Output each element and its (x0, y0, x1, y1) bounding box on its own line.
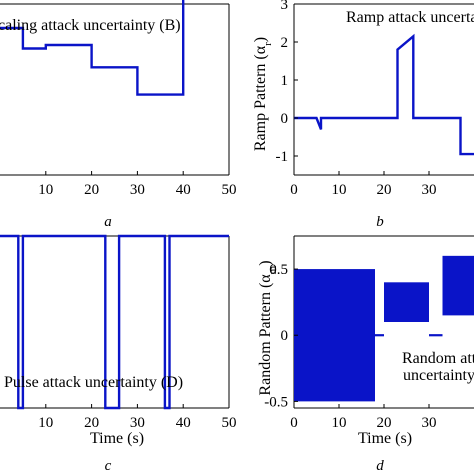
panel-b-ytick-label: -1 (276, 149, 289, 165)
panel-a-annotation: caling attack uncertainty (B) (0, 17, 181, 34)
panel-b-xtick-label: 0 (290, 182, 298, 198)
panel-c-xtick-label: 30 (130, 415, 145, 431)
panel-b-ramp-attack: 0 10 20 30 -1 0 1 2 3 Ramp attack uncertai Ramp … (252, 0, 474, 198)
panel-d-ytick-label: 0 (281, 328, 289, 344)
panel-b-xtick-label: 30 (422, 182, 437, 198)
panel-d-xtick-label: 10 (332, 415, 347, 431)
panel-d-xlabel: Time (s) (358, 430, 412, 447)
panel-b-annotation: Ramp attack uncertai (346, 9, 474, 26)
panel-a-xtick-label: 40 (176, 182, 191, 198)
panel-d-noise-band (384, 282, 429, 322)
panel-c-xtick-label: 20 (84, 415, 99, 431)
panel-a-scaling-attack: 10 20 30 40 50 caling attack uncertainty (B) (0, 0, 237, 198)
panel-a-xtick-label: 20 (84, 182, 99, 198)
panel-c-xlabel: Time (s) (90, 430, 144, 447)
panel-b-xtick-label: 10 (332, 182, 347, 198)
panel-a-xtick-label: 50 (222, 182, 237, 198)
panel-a-trace (0, 0, 185, 96)
panel-b-xtick-label: 20 (377, 182, 392, 198)
panel-d-xtick-label: 0 (290, 415, 298, 431)
panel-d-noise-band (442, 255, 474, 316)
panel-c-pulse-attack: 10 20 30 40 50 Pulse attack uncertainty (D) … (0, 234, 237, 447)
panel-b-trace (294, 33, 474, 156)
panel-c-xtick-label: 40 (176, 415, 191, 431)
panel-b-ytick-label: 1 (281, 73, 289, 89)
panel-d-annotation-line-1: Random atta (402, 350, 474, 367)
panel-a-xtick-label: 10 (38, 182, 53, 198)
panel-b-ytick-label: 2 (281, 35, 289, 51)
panel-d-ytick-label: 0.5 (269, 262, 288, 278)
panel-b-ytick-label: 3 (281, 0, 289, 13)
panel-c-annotation: Pulse attack uncertainty (D) (4, 374, 183, 391)
caption-d: d (376, 458, 384, 474)
caption-b: b (376, 214, 384, 230)
panel-b-ytick-label: 0 (281, 111, 289, 127)
caption-c: c (105, 458, 112, 474)
panel-d-annotation-line-2: uncertainty (403, 367, 474, 384)
panel-d-xtick-label: 20 (377, 415, 392, 431)
panel-d-ytick-label: -0.5 (264, 394, 288, 410)
panel-a-xtick-label: 30 (130, 182, 145, 198)
panel-c-xtick-label: 10 (38, 415, 53, 431)
panel-c-xtick-label: 50 (222, 415, 237, 431)
caption-a: a (104, 214, 112, 230)
panel-d-ylabel: Random Pattern (αm) (257, 260, 279, 395)
panel-d-xtick-label: 30 (422, 415, 437, 431)
panel-d-noise-band (294, 269, 375, 402)
panel-c-trace (0, 234, 229, 410)
panel-b-ylabel: Ramp Pattern (αr) (252, 37, 274, 151)
